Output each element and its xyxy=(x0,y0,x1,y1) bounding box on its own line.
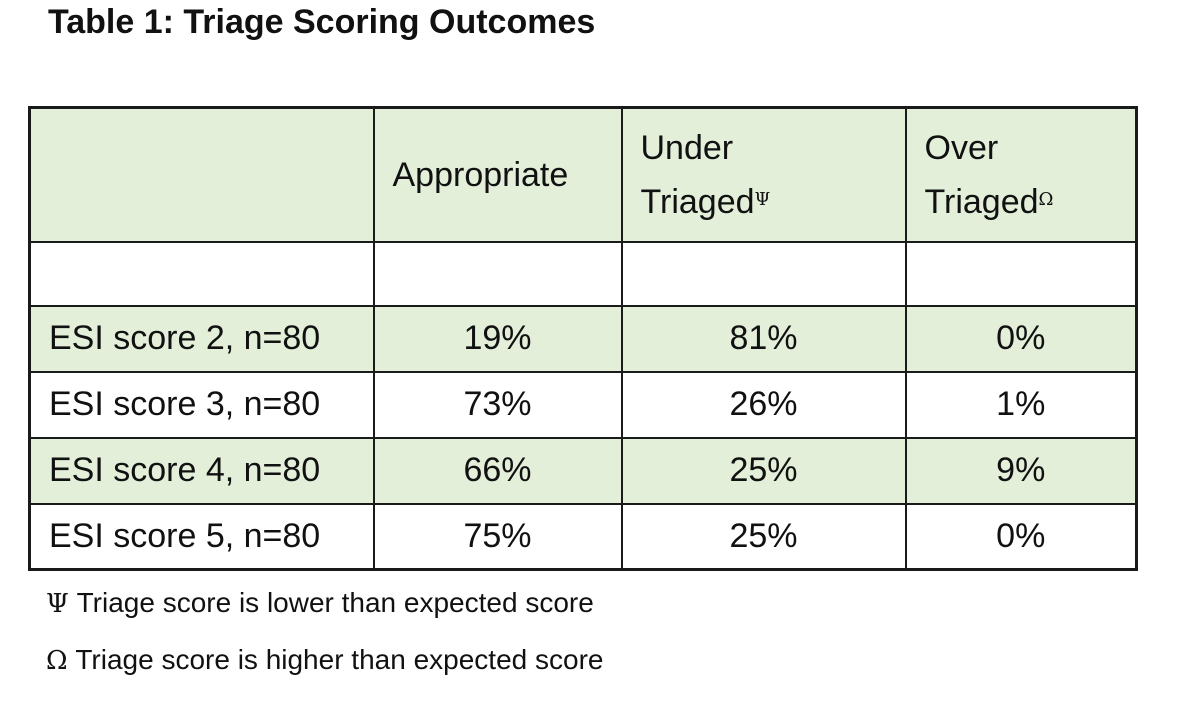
over-triaged-value: 0% xyxy=(904,304,1138,373)
footnote-psi: Ψ Triage score is lower than expected sc… xyxy=(46,586,594,621)
header-appropriate: Appropriate xyxy=(372,106,623,243)
header-row: Appropriate Under TriagedΨ Over TriagedΩ xyxy=(28,106,1138,243)
header-over-line2: Triaged xyxy=(924,182,1039,221)
footnote-text: Triage score is higher than expected sco… xyxy=(67,644,604,675)
header-under-line2: Triaged xyxy=(640,182,755,221)
under-triaged-value: 26% xyxy=(620,370,907,439)
omega-symbol: Ω xyxy=(46,646,68,676)
over-triaged-value: 0% xyxy=(904,502,1138,571)
table-row: ESI score 4, n=80 66% 25% 9% xyxy=(28,436,1138,505)
row-label: ESI score 2, n=80 xyxy=(28,304,375,373)
spacer-row xyxy=(28,240,1138,307)
under-triaged-value: 81% xyxy=(620,304,907,373)
psi-mark: Ψ xyxy=(754,188,771,210)
header-over-line1: Over xyxy=(924,128,999,167)
spacer-cell xyxy=(372,240,623,307)
row-label: ESI score 5, n=80 xyxy=(28,502,375,571)
header-appropriate-label: Appropriate xyxy=(392,155,569,194)
header-empty-cell xyxy=(28,106,375,243)
psi-symbol: Ψ xyxy=(46,589,69,619)
under-triaged-value: 25% xyxy=(620,436,907,505)
omega-mark: Ω xyxy=(1038,188,1054,210)
table-row: ESI score 5, n=80 75% 25% 0% xyxy=(28,502,1138,571)
footnote-text: Triage score is lower than expected scor… xyxy=(68,587,594,618)
header-over-triaged: Over TriagedΩ xyxy=(904,106,1138,243)
under-triaged-value: 25% xyxy=(620,502,907,571)
row-label: ESI score 3, n=80 xyxy=(28,370,375,439)
table-row: ESI score 3, n=80 73% 26% 1% xyxy=(28,370,1138,439)
spacer-cell xyxy=(620,240,907,307)
table-title: Table 1: Triage Scoring Outcomes xyxy=(48,3,596,41)
spacer-cell xyxy=(904,240,1138,307)
triage-outcomes-table: Appropriate Under TriagedΨ Over TriagedΩ… xyxy=(28,106,1138,571)
appropriate-value: 66% xyxy=(372,436,623,505)
row-label: ESI score 4, n=80 xyxy=(28,436,375,505)
over-triaged-value: 9% xyxy=(904,436,1138,505)
spacer-cell xyxy=(28,240,375,307)
over-triaged-value: 1% xyxy=(904,370,1138,439)
appropriate-value: 73% xyxy=(372,370,623,439)
header-under-line1: Under xyxy=(640,128,734,167)
appropriate-value: 75% xyxy=(372,502,623,571)
appropriate-value: 19% xyxy=(372,304,623,373)
footnote-omega: Ω Triage score is higher than expected s… xyxy=(46,643,603,678)
header-under-triaged: Under TriagedΨ xyxy=(620,106,907,243)
table-row: ESI score 2, n=80 19% 81% 0% xyxy=(28,304,1138,373)
